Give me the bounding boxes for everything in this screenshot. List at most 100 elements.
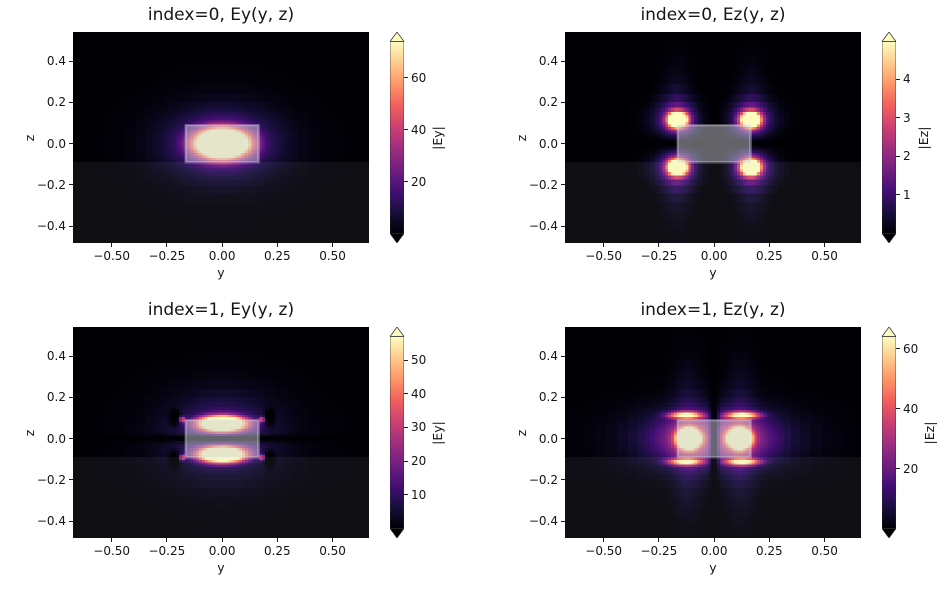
x-tick-label: −0.50 <box>93 249 131 263</box>
z-tick-label: 0.2 <box>538 95 558 110</box>
colorbar <box>390 32 404 243</box>
x-tick-label: 0.00 <box>208 544 236 558</box>
x-tick-label: −0.50 <box>585 544 623 558</box>
colorbar-label: |Ez| <box>915 126 931 149</box>
z-tick-mark <box>561 396 565 398</box>
colorbar-tick-mark <box>896 194 900 196</box>
colorbar-tick-mark <box>896 468 900 469</box>
x-tick-mark <box>221 243 223 247</box>
colorbar-tick-label: 4 <box>903 72 911 87</box>
z-tick-mark <box>69 60 73 62</box>
z-tick-label: 0.4 <box>46 349 66 364</box>
colorbar-tick-mark <box>896 408 900 409</box>
x-axis-label: y <box>217 265 225 280</box>
heatmap-canvas <box>565 327 861 538</box>
colorbar-tick-label: 1 <box>903 187 911 202</box>
x-tick-mark <box>166 243 168 247</box>
z-tick-mark <box>561 479 565 481</box>
colorbar-tick-mark <box>404 460 408 462</box>
z-axis-label: z <box>22 429 37 436</box>
x-tick-label: 0.50 <box>319 249 346 263</box>
colorbar-tick-label: 40 <box>411 386 427 401</box>
x-tick-label: 0.25 <box>263 249 291 263</box>
z-tick-label: 0.0 <box>46 136 66 151</box>
colorbar <box>390 327 404 538</box>
x-tick-mark <box>713 538 715 542</box>
z-tick-label: −0.4 <box>36 514 66 529</box>
x-tick-mark <box>713 243 715 247</box>
colorbar-tick-mark <box>896 155 900 157</box>
z-tick-mark <box>69 143 73 145</box>
colorbar-tick-mark <box>896 117 900 119</box>
colorbar-label: |Ey| <box>430 125 445 150</box>
z-tick-label: −0.4 <box>528 514 558 529</box>
heatmap-canvas <box>565 32 861 243</box>
colorbar-tick-label: 60 <box>903 341 919 356</box>
x-tick-label: 0.00 <box>700 249 728 263</box>
z-axis-label: z <box>514 134 529 141</box>
x-tick-mark <box>603 243 605 247</box>
x-tick-mark <box>824 243 826 247</box>
x-tick-mark <box>276 243 278 247</box>
z-tick-label: −0.2 <box>36 177 66 192</box>
x-tick-label: −0.25 <box>640 249 678 263</box>
colorbar-tick-mark <box>404 494 408 496</box>
x-axis-label: y <box>709 265 717 280</box>
x-tick-label: 0.50 <box>319 544 346 558</box>
z-tick-label: 0.2 <box>46 390 66 405</box>
z-tick-label: 0.0 <box>46 431 66 446</box>
colorbar-tick-label: 10 <box>411 487 427 502</box>
z-tick-mark <box>69 520 73 522</box>
colorbar-tick-label: 3 <box>903 110 911 125</box>
x-tick-label: 0.50 <box>811 249 838 263</box>
z-tick-mark <box>561 184 565 186</box>
z-tick-label: 0.2 <box>538 390 558 405</box>
colorbar-tick-mark <box>404 393 408 395</box>
z-tick-mark <box>561 143 565 145</box>
z-axis-label: z <box>22 134 37 141</box>
colorbar-tick-label: 60 <box>411 70 427 85</box>
z-tick-mark <box>69 479 73 481</box>
colorbar-tick-label: 20 <box>411 454 427 469</box>
x-axis-label: y <box>217 560 225 575</box>
colorbar-label: |Ey| <box>430 420 445 445</box>
colorbar-tick-label: 40 <box>903 401 919 416</box>
subplot-title: index=0, Ez(y, z) <box>640 5 786 25</box>
z-tick-mark <box>561 101 565 103</box>
z-tick-mark <box>69 184 73 186</box>
x-tick-mark <box>276 538 278 542</box>
x-tick-label: −0.25 <box>640 544 678 558</box>
subplot-title: index=0, Ey(y, z) <box>147 5 295 25</box>
z-tick-mark <box>561 520 565 522</box>
colorbar-tick-label: 50 <box>411 353 427 368</box>
colorbar-tick-label: 20 <box>903 461 919 476</box>
x-tick-mark <box>658 538 660 542</box>
colorbar-tick-mark <box>404 129 408 131</box>
colorbar-tick-label: 40 <box>411 122 427 137</box>
colorbar <box>882 327 896 538</box>
z-tick-label: −0.2 <box>36 472 66 487</box>
x-tick-label: 0.00 <box>700 544 728 558</box>
z-tick-mark <box>69 101 73 103</box>
colorbar-label: |Ez| <box>922 421 937 444</box>
z-tick-label: −0.4 <box>36 219 66 234</box>
z-axis-label: z <box>514 429 529 436</box>
heatmap-canvas <box>73 32 369 243</box>
subplot-title: index=1, Ey(y, z) <box>147 300 295 320</box>
colorbar-tick-mark <box>404 426 408 428</box>
x-tick-label: −0.25 <box>148 249 186 263</box>
x-tick-mark <box>658 243 660 247</box>
z-tick-label: 0.4 <box>538 349 558 364</box>
colorbar-tick-label: 20 <box>411 174 427 189</box>
colorbar <box>882 32 896 243</box>
colorbar-tick-mark <box>896 78 900 80</box>
x-tick-mark <box>111 243 113 247</box>
z-tick-label: 0.0 <box>538 431 558 446</box>
z-tick-mark <box>69 438 73 440</box>
x-tick-label: 0.25 <box>263 544 291 558</box>
x-tick-label: 0.00 <box>208 249 236 263</box>
z-tick-mark <box>561 438 565 440</box>
colorbar-tick-mark <box>404 77 408 79</box>
